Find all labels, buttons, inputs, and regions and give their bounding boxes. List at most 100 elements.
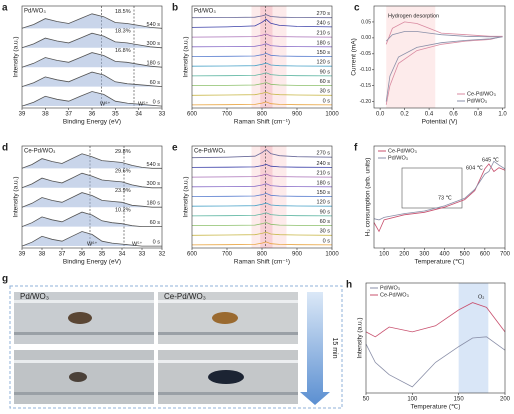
trace-label: 30 s — [320, 229, 331, 235]
line — [191, 82, 333, 86]
x-tick-label: 36 — [79, 252, 86, 258]
annotation: W⁵⁺ — [138, 100, 148, 107]
x-tick-label: 400 — [440, 252, 451, 258]
line — [191, 202, 333, 207]
trace-label: 90 s — [320, 209, 331, 215]
area — [22, 13, 162, 29]
sample-name: Ce-Pd/WO₃ — [194, 149, 226, 155]
x-tick-label: 200 — [399, 252, 410, 258]
panel-label: e — [172, 143, 178, 154]
line — [191, 62, 333, 67]
trace-label: 210 s — [317, 31, 331, 37]
x-tick-label: 33 — [139, 252, 146, 258]
line — [191, 101, 333, 106]
y-tick-label: -0.05 — [360, 51, 372, 57]
ratio-label: 23.9% — [115, 188, 131, 194]
y-tick-label: -0.10 — [360, 67, 372, 73]
x-tick-label: 0.2 — [400, 112, 409, 118]
ratio-label: 18.3% — [115, 29, 131, 35]
line — [21, 172, 162, 189]
ratio-label: 16.8% — [115, 48, 131, 54]
x-axis-label: Binding Energy (eV) — [63, 119, 121, 126]
trace-label: 270 s — [317, 11, 331, 17]
x-tick-label: 39 — [19, 252, 26, 258]
sample — [212, 312, 238, 324]
annotation: 604 ℃ — [466, 165, 484, 171]
x-tick-label: 1000 — [325, 112, 339, 118]
trace-label: 300 s — [147, 41, 161, 47]
trace-label: 540 s — [147, 22, 161, 28]
sample — [69, 372, 87, 382]
tube — [158, 300, 298, 303]
band — [260, 146, 273, 248]
line — [385, 31, 503, 102]
annotation: 73 ℃ — [438, 195, 453, 201]
photo-frame — [9, 285, 343, 409]
trace-label: 0 s — [153, 240, 161, 246]
x-tick-label: 200 — [500, 397, 511, 403]
legend-label: Ce-Pd/WO₃ — [380, 292, 409, 298]
x-tick-label: 0.8 — [474, 112, 483, 118]
plot-frame — [373, 145, 506, 249]
area — [22, 72, 162, 87]
trace-label: 90 s — [320, 69, 331, 75]
line — [191, 222, 333, 226]
x-tick-label: 33 — [159, 112, 166, 118]
plot-frame — [21, 145, 163, 249]
x-tick-label: 600 — [187, 112, 198, 118]
x-tick-label: 35 — [112, 112, 119, 118]
area — [22, 192, 162, 208]
sample — [68, 312, 92, 324]
line — [365, 336, 506, 388]
panel-label: h — [346, 280, 352, 291]
y-axis-label: Intensity (a.u.) — [13, 176, 20, 217]
trace-label: 0 s — [153, 100, 161, 106]
y-axis-label: Intensity (a.u.) — [183, 176, 190, 217]
legend-label: Pd/WO₃ — [388, 155, 408, 161]
line — [373, 160, 506, 221]
line — [191, 52, 333, 57]
x-tick-label: 700 — [222, 112, 233, 118]
x-tick-label: 900 — [292, 112, 303, 118]
x-axis-label: Binding Energy (eV) — [63, 259, 121, 266]
line — [191, 91, 333, 96]
tube — [14, 332, 154, 335]
line — [191, 43, 333, 48]
plot-frame — [191, 5, 333, 109]
y-tick-label: 0.05 — [361, 19, 371, 25]
line — [191, 192, 333, 197]
photo-panel: g Pd/WO₃ Ce-Pd/WO₃ 15 min — [2, 274, 343, 409]
tube — [158, 360, 298, 363]
trace-label: 180 s — [147, 61, 161, 67]
trace-label: 300 s — [147, 181, 161, 187]
x-tick-label: 35 — [99, 252, 106, 258]
line — [21, 211, 162, 227]
panel-label: c — [354, 3, 360, 14]
sample-name: Pd/WO₃ — [194, 9, 216, 15]
ratio-label: 29.8% — [115, 149, 131, 155]
trace-label: 540 s — [147, 162, 161, 168]
band — [260, 6, 273, 108]
trace-label: 60 s — [150, 220, 161, 226]
line — [21, 52, 163, 68]
panel-label: g — [2, 274, 8, 285]
trace-label: 270 s — [317, 151, 331, 157]
y-tick-label: -0.15 — [360, 83, 372, 89]
area — [22, 231, 162, 247]
x-tick-label: 39 — [19, 112, 26, 118]
x-axis-label: Potential (V) — [422, 119, 458, 126]
y-tick-label: -0.20 — [360, 99, 372, 105]
y-axis-label: Intensity (a.u.) — [357, 317, 364, 358]
time-label: 15 min — [331, 337, 338, 358]
panel-label: b — [172, 3, 178, 14]
tube — [14, 300, 154, 303]
ratio-label: 18.5% — [115, 9, 131, 15]
x-tick-label: 1000 — [325, 252, 339, 258]
sample-name: Ce-Pd/WO₃ — [164, 292, 206, 301]
x-tick-label: 34 — [135, 112, 142, 118]
line — [21, 153, 162, 169]
y-axis-label: Current (mA) — [351, 38, 358, 76]
tube — [158, 392, 298, 395]
line — [191, 173, 333, 178]
